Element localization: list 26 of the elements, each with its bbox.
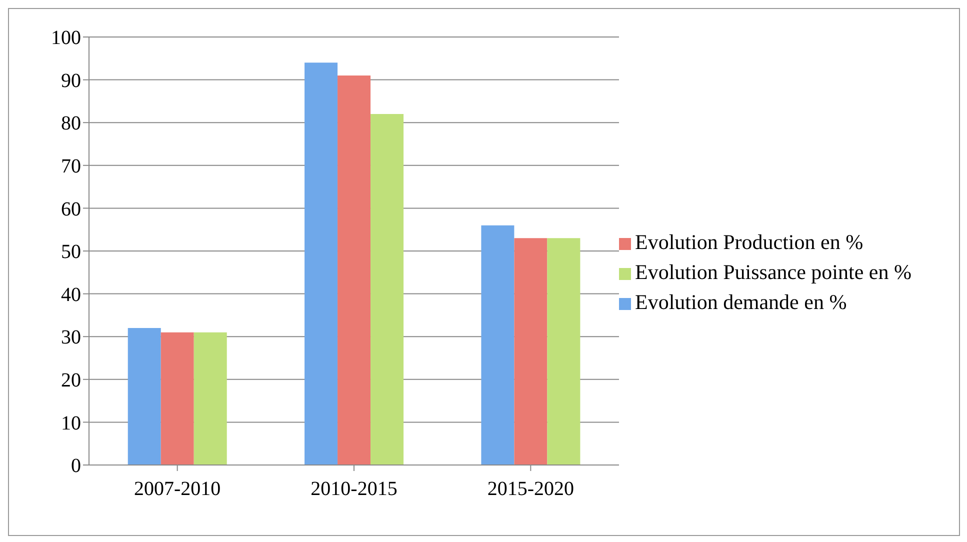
legend-label: Evolution Puissance pointe en %: [635, 260, 912, 284]
bar: [481, 225, 514, 465]
legend-label: Evolution Production en %: [635, 230, 864, 254]
y-tick-label: 30: [61, 326, 81, 349]
y-tick-label: 10: [61, 412, 81, 434]
bar: [194, 332, 227, 465]
bar: [304, 62, 338, 465]
y-tick-label: 20: [61, 370, 81, 392]
bar: [338, 76, 371, 465]
legend-label: Evolution demande en %: [635, 290, 847, 314]
y-tick-label: 0: [71, 455, 81, 478]
bar: [370, 114, 404, 465]
y-tick-label: 100: [51, 27, 81, 50]
y-tick-label: 50: [61, 241, 81, 264]
y-tick-label: 80: [61, 112, 81, 135]
y-tick-label: 70: [61, 156, 81, 178]
bar: [128, 328, 161, 465]
bar: [547, 238, 580, 465]
y-tick-label: 60: [61, 198, 81, 220]
y-tick-label: 90: [61, 70, 81, 92]
x-tick-label: 2007-2010: [134, 478, 221, 500]
y-tick-label: 40: [61, 284, 81, 306]
x-tick-label: 2010-2015: [310, 478, 398, 500]
bar: [514, 238, 548, 465]
x-tick-label: 2015-2020: [487, 478, 574, 500]
bar: [160, 332, 194, 465]
